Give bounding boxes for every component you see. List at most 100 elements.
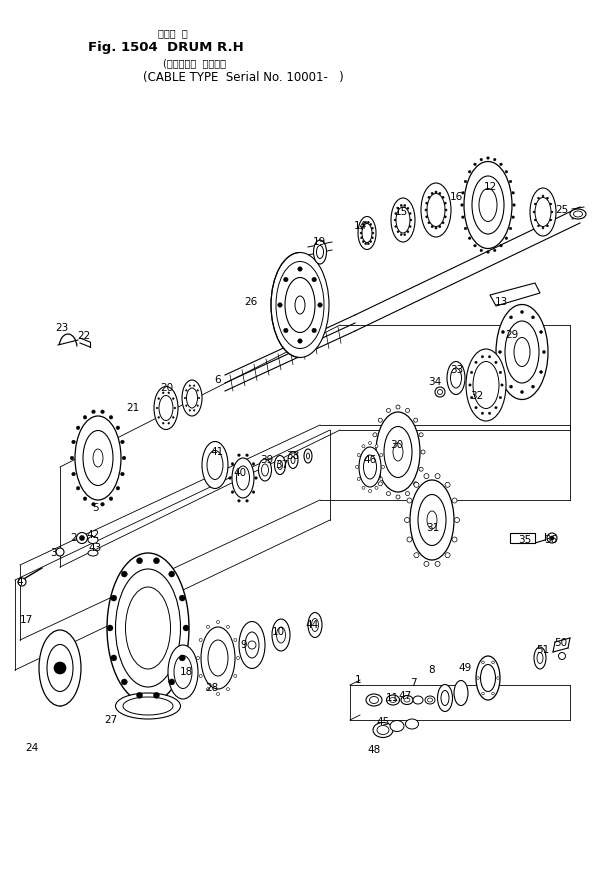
Circle shape — [172, 416, 174, 418]
Circle shape — [227, 625, 230, 628]
Circle shape — [162, 392, 164, 394]
Circle shape — [482, 692, 484, 695]
Circle shape — [491, 692, 494, 695]
Circle shape — [547, 197, 548, 199]
Ellipse shape — [83, 430, 113, 485]
Ellipse shape — [573, 211, 582, 217]
Circle shape — [378, 482, 382, 486]
Ellipse shape — [187, 388, 198, 408]
Text: 28: 28 — [205, 683, 218, 693]
Circle shape — [464, 227, 467, 230]
Circle shape — [183, 625, 189, 631]
Ellipse shape — [454, 680, 468, 706]
Circle shape — [207, 625, 210, 628]
Circle shape — [442, 196, 444, 199]
Ellipse shape — [288, 451, 298, 469]
Ellipse shape — [75, 416, 121, 500]
Ellipse shape — [275, 456, 285, 475]
Circle shape — [189, 409, 191, 411]
Ellipse shape — [159, 395, 173, 421]
Circle shape — [184, 397, 186, 399]
Ellipse shape — [304, 449, 312, 463]
Circle shape — [533, 211, 535, 213]
Circle shape — [414, 483, 419, 487]
Circle shape — [76, 426, 80, 429]
Ellipse shape — [410, 480, 454, 560]
Circle shape — [410, 219, 412, 221]
Circle shape — [468, 237, 471, 240]
Circle shape — [360, 232, 362, 234]
Text: 42: 42 — [86, 530, 99, 540]
Circle shape — [404, 517, 410, 523]
Circle shape — [121, 472, 124, 476]
Ellipse shape — [39, 630, 81, 706]
Text: 44: 44 — [305, 620, 318, 630]
Circle shape — [216, 620, 219, 624]
Circle shape — [414, 418, 418, 422]
Circle shape — [362, 486, 365, 490]
Circle shape — [199, 674, 202, 678]
Circle shape — [539, 330, 542, 334]
Circle shape — [493, 159, 496, 161]
Circle shape — [362, 223, 364, 226]
Ellipse shape — [107, 553, 189, 703]
Circle shape — [216, 692, 219, 696]
Circle shape — [109, 496, 113, 501]
Text: 31: 31 — [426, 523, 439, 533]
Text: (ケーブル式  適用号等: (ケーブル式 適用号等 — [163, 58, 226, 68]
Ellipse shape — [390, 698, 396, 703]
Circle shape — [428, 221, 430, 224]
Circle shape — [79, 536, 84, 541]
Circle shape — [475, 407, 477, 408]
Circle shape — [358, 477, 360, 481]
Circle shape — [509, 227, 512, 230]
Circle shape — [196, 657, 199, 659]
Text: 30: 30 — [390, 440, 403, 450]
Circle shape — [542, 227, 544, 229]
Ellipse shape — [377, 726, 389, 734]
Circle shape — [462, 216, 464, 219]
Text: (CABLE TYPE  Serial No. 10001-   ): (CABLE TYPE Serial No. 10001- ) — [143, 71, 344, 84]
Ellipse shape — [259, 459, 271, 481]
Circle shape — [452, 537, 457, 542]
Circle shape — [185, 389, 187, 391]
Circle shape — [370, 240, 371, 243]
Circle shape — [534, 203, 536, 205]
Circle shape — [92, 410, 95, 414]
Circle shape — [464, 180, 467, 183]
Circle shape — [174, 407, 176, 408]
Circle shape — [475, 361, 477, 363]
Text: 35: 35 — [518, 535, 531, 545]
Ellipse shape — [450, 368, 462, 388]
Text: 36: 36 — [544, 535, 558, 545]
Circle shape — [255, 476, 258, 479]
Circle shape — [409, 226, 411, 227]
Circle shape — [375, 445, 378, 448]
Circle shape — [482, 661, 484, 664]
Ellipse shape — [174, 656, 192, 688]
Circle shape — [185, 405, 187, 407]
Ellipse shape — [514, 337, 530, 367]
Ellipse shape — [116, 569, 181, 687]
Ellipse shape — [311, 618, 319, 631]
Circle shape — [372, 232, 374, 234]
Circle shape — [488, 355, 491, 358]
Circle shape — [442, 221, 444, 224]
Text: 47: 47 — [398, 691, 411, 701]
Circle shape — [158, 416, 159, 418]
Circle shape — [122, 456, 126, 460]
Circle shape — [439, 192, 441, 194]
Text: 43: 43 — [88, 543, 101, 553]
Circle shape — [499, 396, 502, 399]
Circle shape — [197, 405, 198, 407]
Text: 51: 51 — [536, 645, 549, 655]
Circle shape — [509, 180, 512, 183]
Circle shape — [431, 192, 433, 194]
Circle shape — [425, 216, 428, 218]
Circle shape — [501, 370, 504, 374]
Circle shape — [445, 553, 450, 557]
Ellipse shape — [441, 691, 449, 706]
Circle shape — [92, 503, 95, 506]
Circle shape — [494, 361, 497, 363]
Circle shape — [312, 328, 316, 333]
